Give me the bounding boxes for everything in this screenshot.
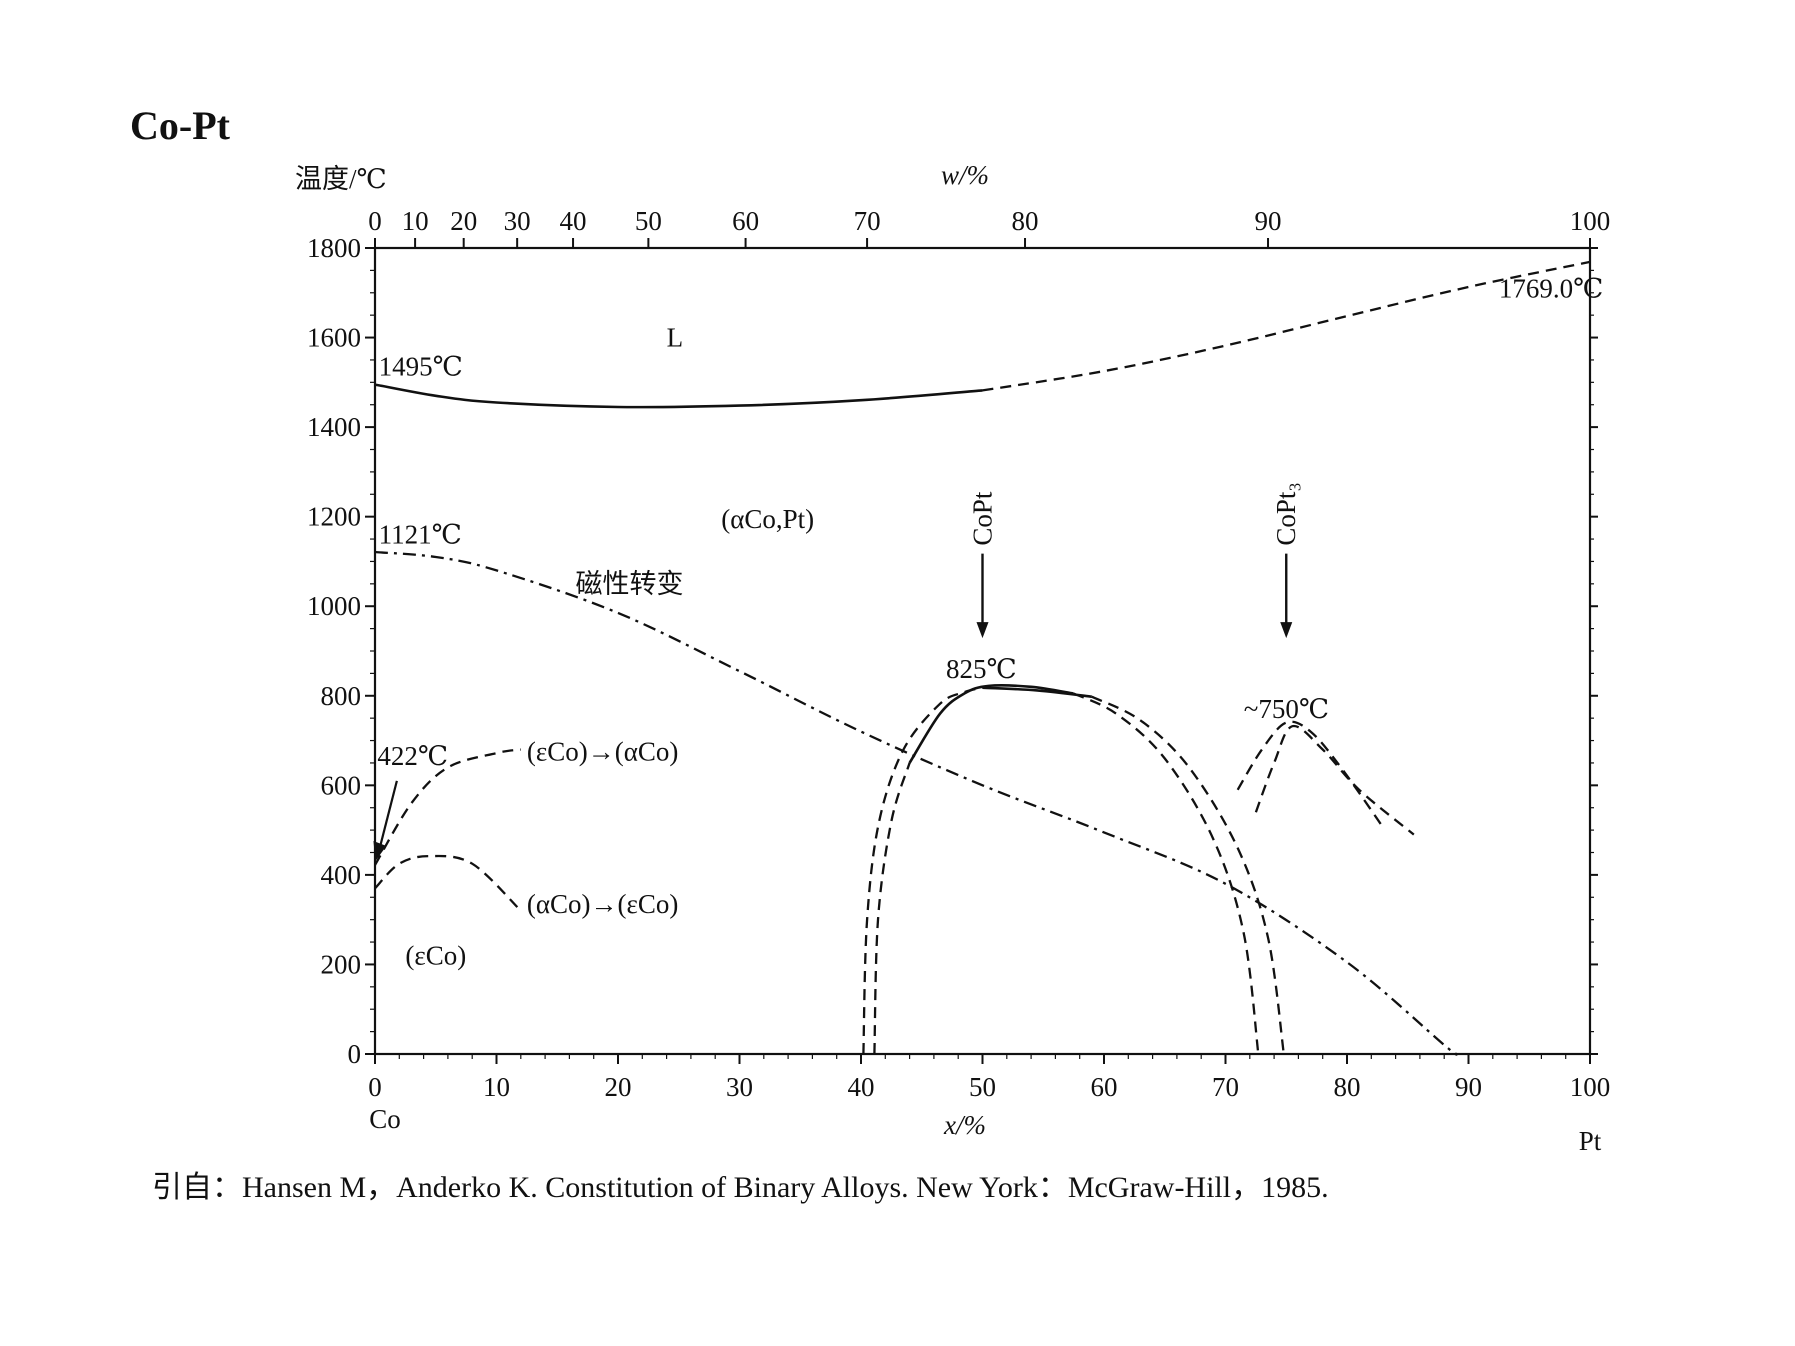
x-axis-title: x/% xyxy=(943,1110,986,1140)
top-axis-title: w/% xyxy=(941,160,989,190)
phase-boundary-dashdot xyxy=(374,550,1458,1056)
annotation-label: (αCo)→(εCo) xyxy=(527,889,678,919)
x-tick-label: 90 xyxy=(1455,1072,1482,1102)
x-tick-label: 40 xyxy=(848,1072,875,1102)
top-tick-label: 60 xyxy=(732,206,759,236)
top-tick-label: 0 xyxy=(368,206,382,236)
x-tick-label: 0 xyxy=(368,1072,382,1102)
annotation-label: 1495℃ xyxy=(379,352,463,382)
annotation-label: 磁性转变 xyxy=(575,569,683,599)
phase-boundary-dashed xyxy=(873,762,911,1055)
annotation-label: 1769.0℃ xyxy=(1499,273,1603,303)
phase-boundary-dashed xyxy=(1254,724,1415,836)
x-tick-label: 10 xyxy=(483,1072,510,1102)
top-tick-label: 90 xyxy=(1255,206,1282,236)
annotation-label: L xyxy=(667,323,684,353)
y-tick-label: 1000 xyxy=(307,591,361,621)
y-tick-label: 0 xyxy=(348,1039,362,1069)
compound-arrowhead xyxy=(1280,622,1293,639)
top-tick-label: 30 xyxy=(504,206,531,236)
top-tick-label: 40 xyxy=(560,206,587,236)
top-tick-label: 20 xyxy=(450,206,477,236)
top-tick-label: 80 xyxy=(1012,206,1039,236)
x-right-label: Pt xyxy=(1579,1126,1602,1156)
y-tick-label: 1600 xyxy=(307,323,361,353)
x-tick-label: 100 xyxy=(1570,1072,1611,1102)
citation: 引自：Hansen M，Anderko K. Constitution of B… xyxy=(152,1171,1329,1204)
annotation-label: 825℃ xyxy=(946,654,1017,684)
x-tick-label: 70 xyxy=(1212,1072,1239,1102)
annotation-arrowhead xyxy=(373,840,387,861)
y-tick-label: 1800 xyxy=(307,233,361,263)
annotation-label: 1121℃ xyxy=(379,520,462,550)
annotation-label: (εCo)→(αCo) xyxy=(527,737,678,767)
plot-frame xyxy=(373,246,1592,1056)
phase-boundary-solid xyxy=(908,684,1074,764)
compound-arrowhead xyxy=(976,622,989,639)
phase-boundary-dashed xyxy=(374,854,522,912)
phase-boundary-dashed xyxy=(862,686,983,1055)
y-tick-label: 800 xyxy=(321,681,362,711)
x-tick-label: 80 xyxy=(1334,1072,1361,1102)
phase-boundary-dashed xyxy=(374,748,521,866)
annotation-label: 422℃ xyxy=(377,741,448,771)
page-title: Co-Pt xyxy=(130,103,230,148)
top-tick-label: 50 xyxy=(635,206,662,236)
x-left-label: Co xyxy=(369,1104,401,1134)
annotation-label: ~750℃ xyxy=(1244,694,1329,724)
compound-label: CoPt xyxy=(968,491,998,546)
phase-boundary-dashed xyxy=(1091,695,1285,1055)
annotation-label: (αCo,Pt) xyxy=(721,504,814,534)
top-tick-label: 10 xyxy=(402,206,429,236)
phase-boundary-dashed xyxy=(1073,692,1260,1055)
y-tick-label: 1400 xyxy=(307,412,361,442)
y-tick-label: 400 xyxy=(321,860,362,890)
x-tick-label: 20 xyxy=(605,1072,632,1102)
top-tick-label: 100 xyxy=(1570,206,1611,236)
y-axis-title: 温度/℃ xyxy=(295,164,387,194)
annotation-label: (εCo) xyxy=(405,940,466,970)
y-tick-label: 600 xyxy=(321,770,362,800)
y-tick-label: 200 xyxy=(321,949,362,979)
phase-boundary-solid xyxy=(374,383,983,409)
x-tick-label: 50 xyxy=(969,1072,996,1102)
y-tick-label: 1200 xyxy=(307,502,361,532)
phase-boundary-dashed xyxy=(982,260,1591,392)
compound-label: CoPt₃ xyxy=(1271,482,1301,545)
top-tick-label: 70 xyxy=(854,206,881,236)
x-tick-label: 30 xyxy=(726,1072,753,1102)
x-tick-label: 60 xyxy=(1091,1072,1118,1102)
